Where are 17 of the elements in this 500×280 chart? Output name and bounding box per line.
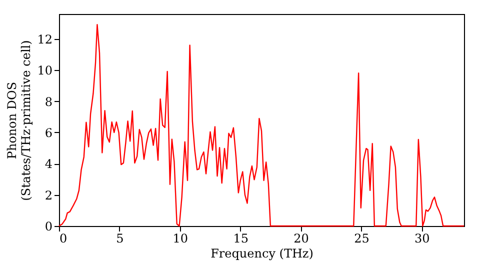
y-axis-title: Phonon DOS (States/THz·primitive cell) (5, 40, 34, 201)
y-tick-label: 6 (44, 126, 52, 140)
x-tick-label: 5 (116, 232, 124, 246)
y-tick-label: 2 (44, 188, 52, 202)
x-tick-label: 25 (354, 232, 370, 246)
x-tick-label: 30 (414, 232, 430, 246)
line-series (58, 24, 465, 227)
x-axis-title: Frequency (THz) (210, 246, 314, 260)
y-tick-label: 4 (44, 157, 53, 172)
x-tick-label: 15 (233, 232, 248, 246)
y-tick-label: 8 (44, 94, 52, 109)
y-tick-label: 10 (37, 64, 52, 78)
y-tick-label: 12 (37, 32, 52, 46)
x-tick-label: 0 (60, 232, 68, 246)
x-tick-label: 20 (294, 232, 309, 246)
x-tick-label: 10 (172, 232, 188, 246)
y-tick-label: 0 (44, 220, 52, 234)
